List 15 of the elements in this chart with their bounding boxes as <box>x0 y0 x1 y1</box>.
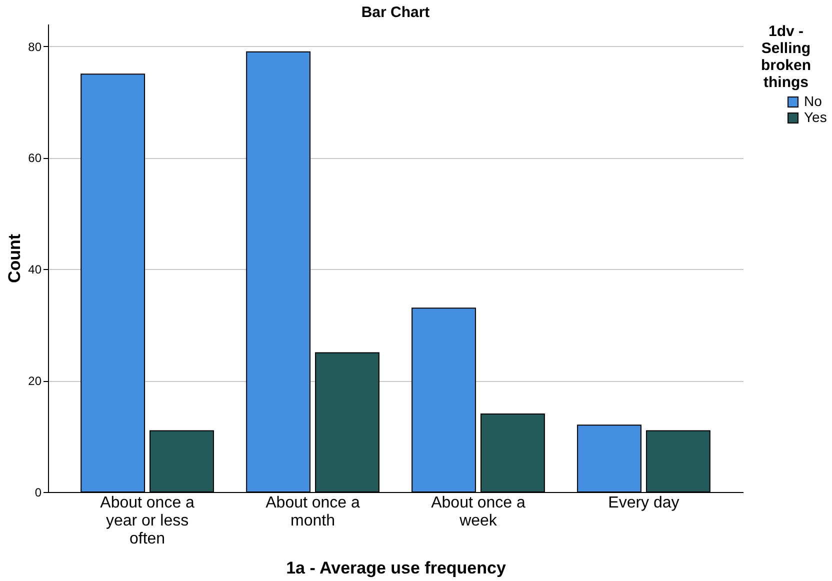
y-tick-label: 60 <box>28 151 42 166</box>
x-tick-label: About once a year or less often <box>100 494 195 548</box>
legend-label: Yes <box>804 109 827 125</box>
y-tick-label: 80 <box>28 40 42 54</box>
legend-title: 1dv - Selling broken things <box>760 23 812 91</box>
y-axis-title: Count <box>5 234 24 284</box>
chart-title: Bar Chart <box>361 4 430 21</box>
x-axis-title: 1a - Average use frequency <box>286 558 506 578</box>
y-tick-label: 0 <box>34 486 42 500</box>
x-tick-label: Every day <box>608 494 680 512</box>
y-tick-label: 20 <box>28 374 42 388</box>
x-tick-label: About once a month <box>266 494 360 530</box>
x-tick-label: About once a week <box>431 494 526 530</box>
y-tick-label: 40 <box>28 262 42 277</box>
legend-label: No <box>804 93 822 109</box>
